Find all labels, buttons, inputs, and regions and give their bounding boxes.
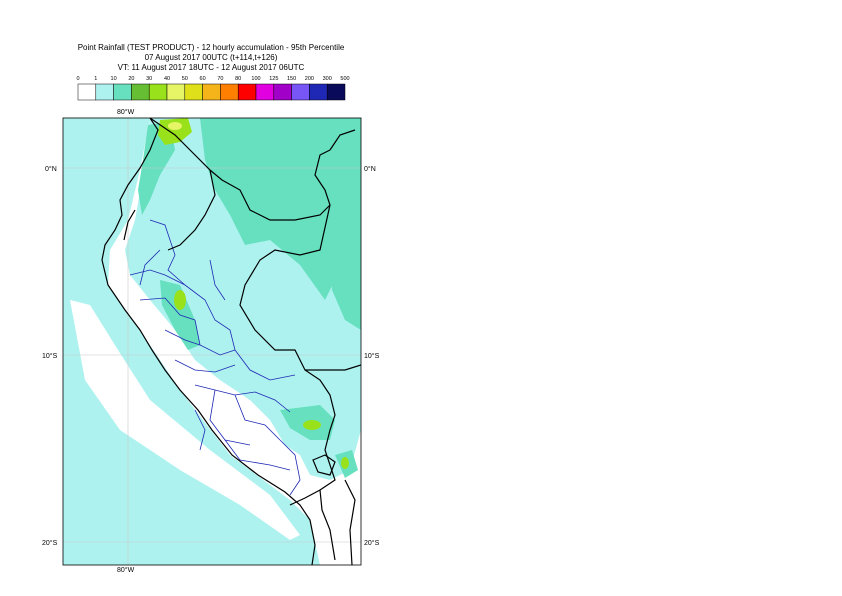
map-frame xyxy=(62,117,362,566)
valid-time: VT: 11 August 2017 18UTC - 12 August 201… xyxy=(117,63,305,72)
lat-label-right-10: 10°S xyxy=(364,352,380,360)
lon-label-top: 80°W xyxy=(117,108,135,116)
spot-rain-north xyxy=(158,118,192,145)
country-borders xyxy=(101,118,361,565)
spot-rain-lake xyxy=(341,457,349,469)
lat-label-left-0: 0°N xyxy=(45,165,57,173)
graticule xyxy=(63,118,361,565)
lat-label-left-10: 10°S xyxy=(42,352,58,360)
lat-label-right-20: 20°S xyxy=(364,539,380,547)
heavy-rain-north xyxy=(200,118,361,300)
peak-rain-north xyxy=(168,122,182,130)
forecast-run: 07 August 2017 00UTC (t+114,t+126) xyxy=(144,53,278,62)
region-boundaries xyxy=(129,219,301,496)
map-title: Point Rainfall (TEST PRODUCT) - 12 hourl… xyxy=(77,43,345,52)
lon-label-bottom: 80°W xyxy=(117,566,135,574)
lat-label-left-20: 20°S xyxy=(42,539,58,547)
spot-rain-southeast xyxy=(303,420,321,430)
heavy-rain-coast-north xyxy=(138,122,175,215)
heavy-rain-east xyxy=(330,220,361,330)
ocean-clear-strip xyxy=(70,300,300,540)
lat-label-right-0: 0°N xyxy=(364,165,376,173)
spot-rain-andes xyxy=(174,290,186,310)
